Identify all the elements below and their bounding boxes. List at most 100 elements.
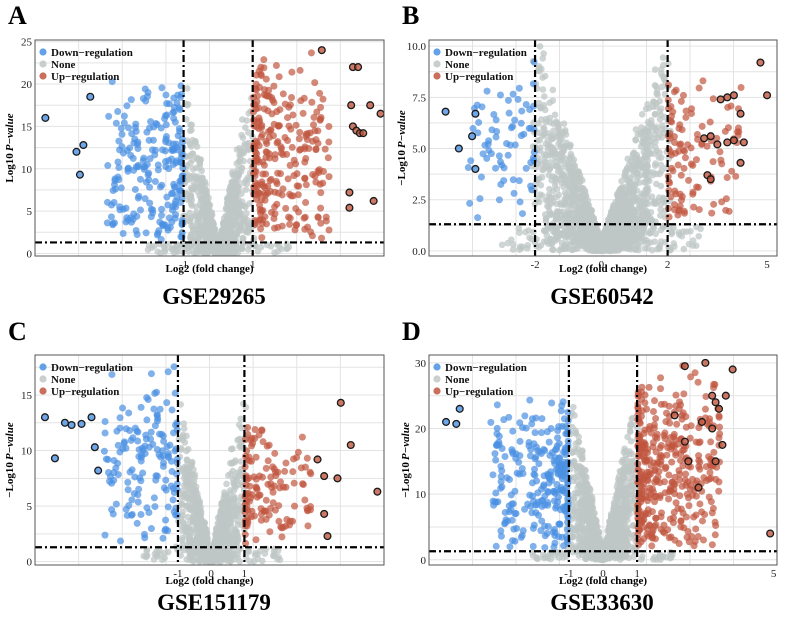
up-point [316, 89, 324, 97]
legend-none-marker [433, 60, 441, 68]
x-tick-label: 0 [208, 568, 214, 580]
highlighted-down-point [67, 420, 76, 430]
highlighted-up-point [700, 134, 709, 143]
up-point [261, 105, 269, 113]
up-point [258, 207, 266, 215]
none-point [154, 553, 161, 560]
up-point [246, 482, 254, 490]
none-point [207, 558, 215, 565]
up-point [278, 149, 286, 157]
none-point [683, 228, 690, 235]
down-point [147, 428, 155, 436]
none-point [212, 242, 220, 250]
up-point [253, 98, 261, 106]
down-point [138, 453, 146, 461]
up-point [690, 203, 698, 211]
down-point [165, 157, 173, 165]
down-point [134, 498, 142, 506]
down-point [171, 447, 179, 455]
down-point [131, 424, 139, 432]
none-point [257, 243, 265, 251]
none-point [576, 226, 584, 234]
up-point [245, 474, 253, 482]
y-tick-label: 5 [27, 501, 33, 513]
none-point [575, 200, 583, 207]
up-point [292, 121, 300, 129]
none-point [633, 187, 641, 194]
down-point [124, 167, 132, 175]
up-point [692, 156, 700, 164]
none-point [657, 206, 664, 213]
x-tick-label: 1 [242, 568, 248, 580]
down-point [140, 530, 148, 538]
up-point [271, 210, 279, 218]
none-point [650, 135, 658, 143]
none-point [548, 194, 556, 202]
y-tick-label: 20 [21, 79, 33, 91]
up-point [671, 187, 679, 195]
down-point [153, 411, 161, 419]
down-point [171, 183, 179, 191]
none-point [192, 164, 200, 172]
dataset-label: GSE60542 [550, 284, 654, 309]
none-point [553, 162, 560, 170]
y-tick-label: 10 [21, 164, 33, 176]
up-point [244, 424, 252, 432]
down-point [527, 182, 535, 190]
down-point [122, 505, 130, 513]
down-point [129, 154, 137, 162]
y-axis-title-prefix: −Log10 [4, 462, 16, 498]
highlighted-down-point [40, 413, 50, 422]
y-axis-title: −Log10P−value [4, 422, 16, 498]
up-point [265, 441, 273, 449]
up-point [722, 206, 730, 214]
up-point [259, 438, 267, 446]
none-point [184, 100, 192, 108]
threshold-lines [429, 40, 777, 256]
highlighted-up-point [373, 487, 382, 496]
down-point [508, 122, 516, 130]
down-point [131, 185, 139, 193]
up-point [284, 114, 292, 122]
none-point [643, 207, 650, 215]
up-point [265, 133, 273, 141]
up-point [264, 182, 272, 190]
none-point [153, 548, 160, 555]
none-point [561, 189, 569, 197]
y-axis-title-prefix: −Log10 [396, 150, 408, 186]
none-point [235, 158, 243, 165]
down-point [147, 525, 155, 533]
down-point [120, 438, 128, 446]
none-point [187, 127, 194, 135]
none-point [200, 189, 208, 197]
down-point [165, 165, 173, 173]
down-point [483, 154, 491, 162]
down-point [108, 371, 116, 379]
up-point [273, 200, 281, 208]
down-point [158, 146, 166, 154]
up-point [278, 222, 286, 230]
down-point [168, 468, 176, 476]
up-point [257, 72, 265, 80]
none-point [552, 237, 559, 245]
up-point [667, 148, 675, 156]
up-point [689, 190, 697, 198]
up-point [258, 234, 266, 242]
none-point [239, 234, 246, 242]
highlighted-up-point [713, 140, 722, 149]
none-point [183, 116, 190, 123]
up-point [266, 177, 274, 185]
highlighted-up-point [345, 188, 354, 197]
up-point [318, 234, 326, 242]
none-point [234, 521, 242, 528]
down-point [115, 163, 123, 171]
data-points [40, 363, 382, 565]
up-point [258, 473, 266, 481]
up-point [695, 206, 703, 214]
none-point [689, 237, 697, 244]
none-point [661, 74, 668, 81]
up-point [723, 174, 731, 182]
up-point [264, 457, 272, 465]
down-point [172, 511, 180, 519]
none-point [244, 229, 252, 236]
